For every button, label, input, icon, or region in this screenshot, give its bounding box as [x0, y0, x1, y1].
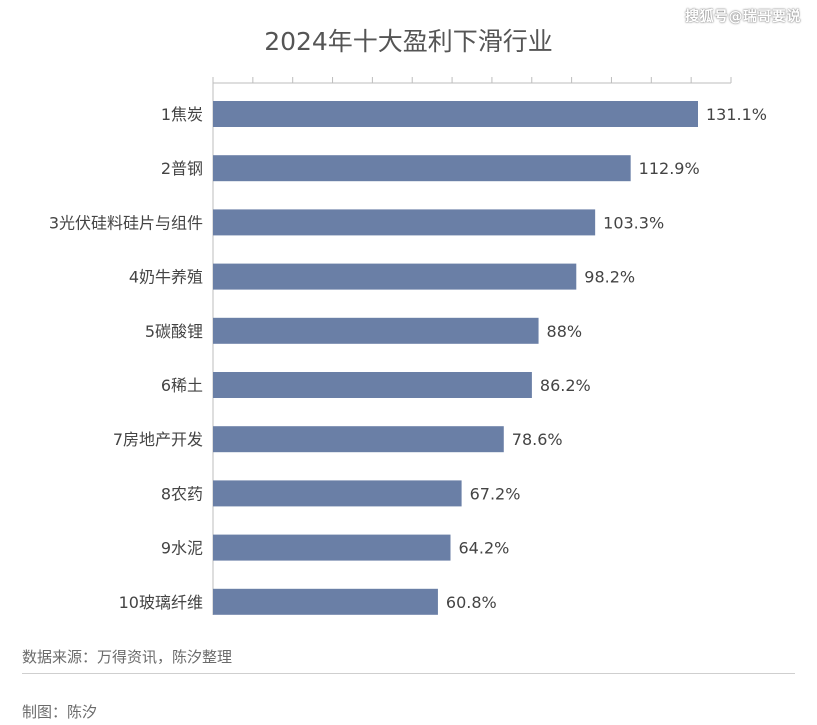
category-label: 9水泥 [161, 539, 203, 558]
bar [213, 480, 462, 507]
data-label: 64.2% [459, 539, 510, 558]
chart-title: 2024年十大盈利下滑行业 [264, 27, 553, 56]
bar [213, 209, 596, 236]
bar-chart: 1焦炭 131.1% 2普钢 112.9% 3光伏硅料硅片与组件 103.3% 4奶牛养殖 9… [49, 77, 767, 615]
category-label: 5碳酸锂 [145, 322, 203, 341]
category-label: 1焦炭 [161, 105, 203, 124]
bar [213, 155, 631, 182]
data-label: 131.1% [706, 105, 767, 124]
data-source-note: 数据来源：万得资讯，陈汐整理 [22, 648, 233, 666]
footer-divider [22, 673, 795, 674]
data-label: 67.2% [470, 484, 521, 503]
category-label: 2普钢 [161, 159, 203, 178]
watermark: 搜狐号@瑞哥要说 [685, 9, 801, 25]
bar [213, 317, 539, 344]
bar [213, 263, 577, 290]
bar [213, 534, 451, 561]
bar [213, 588, 438, 615]
data-label: 78.6% [512, 430, 563, 449]
data-label: 112.9% [639, 159, 700, 178]
category-label: 3光伏硅料硅片与组件 [49, 213, 203, 232]
category-label: 8农药 [161, 484, 203, 503]
bar [213, 101, 698, 127]
data-label: 60.8% [446, 593, 497, 612]
category-label: 7房地产开发 [113, 430, 203, 449]
data-label: 88% [547, 322, 583, 341]
data-label: 98.2% [584, 268, 635, 287]
data-label: 103.3% [603, 213, 664, 232]
data-label: 86.2% [540, 376, 591, 395]
category-label: 6稀土 [161, 376, 203, 395]
chart-credit: 制图：陈汐 [22, 703, 98, 721]
category-label: 4奶牛养殖 [129, 268, 203, 287]
bar [213, 372, 532, 398]
bar [213, 426, 504, 453]
category-label: 10玻璃纤维 [119, 593, 203, 612]
